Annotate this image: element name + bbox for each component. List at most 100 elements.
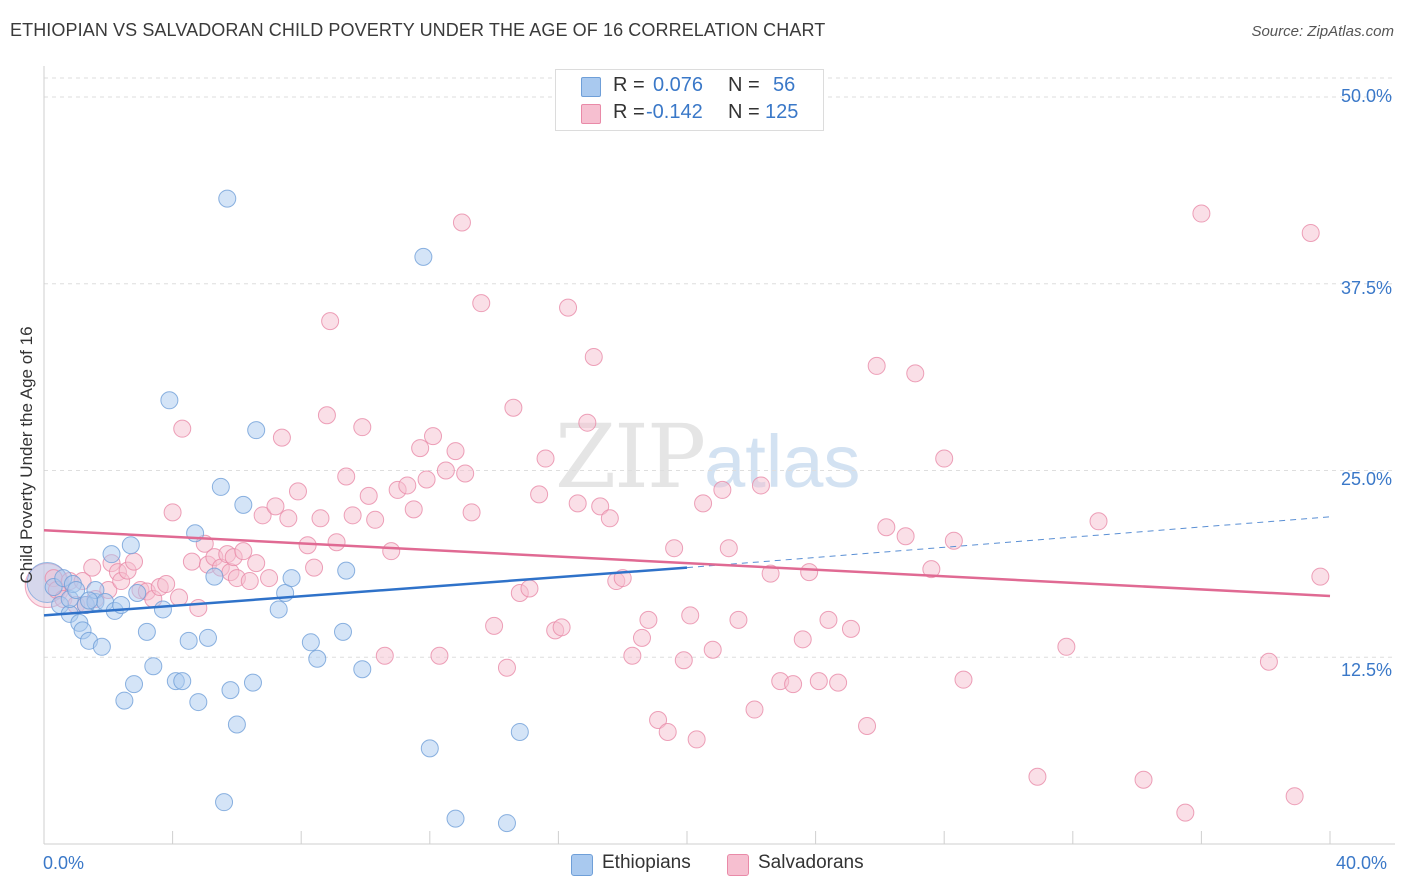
salvadorans-point <box>1176 803 1195 822</box>
salvadorans-point <box>375 646 394 665</box>
salvadorans-point <box>173 419 192 438</box>
ethiopians-trend-line <box>43 566 688 617</box>
salvadorans-point <box>288 482 307 501</box>
ethiopians-point <box>301 633 320 652</box>
salvadorans-point <box>600 509 619 528</box>
ethiopians-point <box>153 600 172 619</box>
y-axis-label: Child Poverty Under the Age of 16 <box>17 326 36 584</box>
ethiopians-point <box>282 569 301 588</box>
salvadorans-point <box>552 618 571 637</box>
salvadorans-point <box>411 439 430 458</box>
salvadorans-point <box>170 588 189 607</box>
y-tick-label: 50.0% <box>1340 86 1392 106</box>
salvadorans-point <box>729 610 748 629</box>
ethiopians-point <box>215 793 234 812</box>
salvadorans-point <box>1285 787 1304 806</box>
salvadorans-point <box>189 598 208 617</box>
salvadorans-point <box>430 646 449 665</box>
salvadorans-point <box>623 646 642 665</box>
salvadorans-point <box>404 500 423 519</box>
ethiopians-point <box>337 561 356 580</box>
legend: R = 0.076 N = 56 R = -0.142 N = 125 <box>555 69 824 131</box>
legend-n-value: 125 <box>765 101 799 123</box>
salvadorans-point <box>272 428 291 447</box>
salvadorans-point <box>321 312 340 331</box>
salvadorans-trend-line <box>43 529 1331 598</box>
salvadorans-point <box>305 558 324 577</box>
ethiopians-point <box>218 189 237 208</box>
salvadorans-point <box>311 509 330 528</box>
ethiopians-point <box>115 691 134 710</box>
salvadorans-point <box>337 467 356 486</box>
salvadorans-point <box>793 630 812 649</box>
ethiopians-point <box>121 536 140 555</box>
ethiopians-point <box>234 495 253 514</box>
salvadorans-point <box>234 542 253 561</box>
ethiopians-point <box>446 809 465 828</box>
ethiopians-point <box>198 628 217 647</box>
ethiopians-point <box>125 675 144 694</box>
salvadorans-point <box>279 509 298 528</box>
ethiopians-point <box>92 637 111 656</box>
ethiopians-point <box>179 631 198 650</box>
salvadorans-point <box>841 619 860 638</box>
ethiopians-point <box>243 673 262 692</box>
ethiopians-point <box>80 591 99 610</box>
ethiopians-point <box>247 421 266 440</box>
bottom-legend-swatch-blue <box>571 854 593 876</box>
legend-swatch-pink <box>581 104 601 124</box>
salvadorans-point <box>157 575 176 594</box>
ethiopians-point <box>137 622 156 641</box>
salvadorans-point <box>751 476 770 495</box>
salvadorans-point <box>578 413 597 432</box>
ethiopians-point <box>67 581 86 600</box>
salvadorans-point <box>745 700 764 719</box>
ethiopians-point <box>333 622 352 641</box>
ethiopians-point <box>189 693 208 712</box>
ethiopians-point <box>221 681 240 700</box>
ethiopians-point <box>420 739 439 758</box>
salvadorans-point <box>687 730 706 749</box>
source-label: Source: ZipAtlas.com <box>1251 23 1394 40</box>
salvadorans-point <box>398 476 417 495</box>
salvadorans-point <box>436 461 455 480</box>
ethiopians-point <box>128 584 147 603</box>
legend-swatch-blue <box>581 77 601 97</box>
salvadorans-point <box>1311 567 1330 586</box>
legend-n-label: N = <box>728 74 760 96</box>
ethiopians-point <box>353 660 372 679</box>
salvadorans-point <box>568 494 587 513</box>
salvadorans-point <box>584 347 603 366</box>
salvadorans-point <box>359 486 378 505</box>
salvadorans-point <box>591 497 610 516</box>
ethiopians-point <box>414 247 433 266</box>
salvadorans-point <box>343 506 362 525</box>
ethiopians-point <box>173 672 192 691</box>
salvadorans-point <box>327 533 346 552</box>
salvadorans-point <box>784 675 803 694</box>
salvadorans-point <box>317 406 336 425</box>
salvadorans-point <box>260 569 279 588</box>
salvadorans-point <box>665 539 684 558</box>
chart-title: ETHIOPIAN VS SALVADORAN CHILD POVERTY UN… <box>10 20 826 40</box>
salvadorans-point <box>954 670 973 689</box>
salvadorans-point <box>809 672 828 691</box>
legend-r-value: 0.076 <box>653 74 704 96</box>
salvadorans-point <box>536 449 555 468</box>
salvadorans-point <box>472 294 491 313</box>
bottom-legend-swatch-pink <box>727 854 749 876</box>
y-tick-label: 25.0% <box>1340 469 1392 489</box>
salvadorans-point <box>1134 770 1153 789</box>
salvadorans-point <box>761 564 780 583</box>
salvadorans-point <box>83 558 102 577</box>
salvadorans-point <box>456 464 475 483</box>
salvadorans-point <box>922 560 941 579</box>
ethiopians-point <box>205 567 224 586</box>
salvadorans-point <box>247 554 266 573</box>
salvadorans-point <box>658 722 677 741</box>
legend-r-label: R = <box>613 101 645 123</box>
salvadorans-point <box>559 298 578 317</box>
salvadorans-point <box>877 518 896 537</box>
salvadorans-point <box>520 579 539 598</box>
